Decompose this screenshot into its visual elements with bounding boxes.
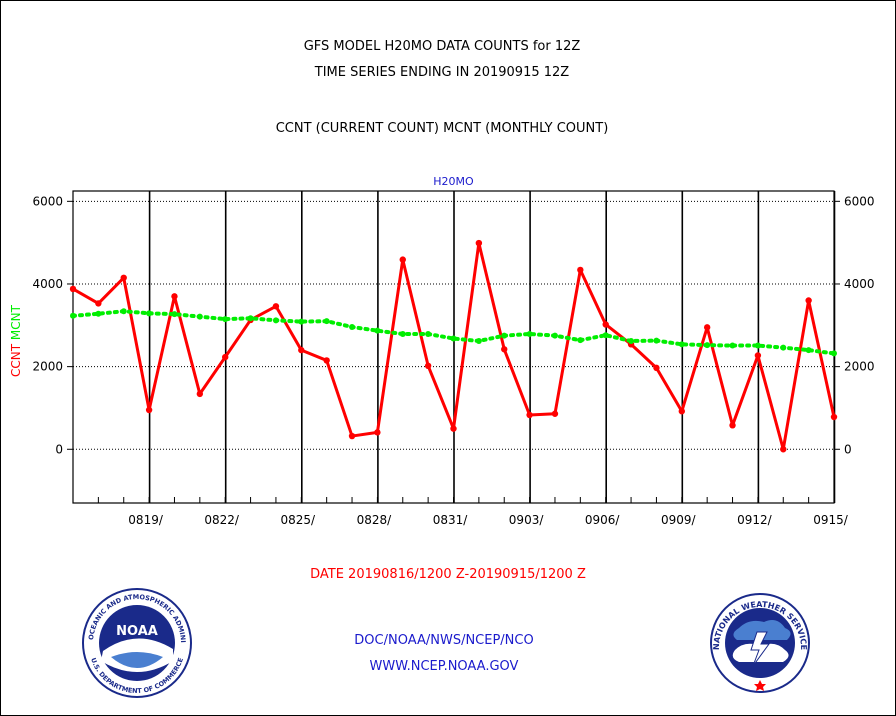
data-point-mcnt: [526, 330, 533, 337]
x-tick-label-1: 0822/: [204, 513, 240, 527]
chart-subtitle: CCNT (CURRENT COUNT) MCNT (MONTHLY COUNT…: [275, 121, 609, 136]
data-point-mcnt: [247, 315, 254, 322]
x-tick-label-8: 0912/: [737, 513, 773, 527]
y-tick-label-right-2000: 2000: [844, 360, 875, 374]
data-point-ccnt: [780, 446, 787, 453]
chart-title-line1: GFS MODEL H20MO DATA COUNTS for 12Z: [303, 39, 581, 54]
y-tick-label-right-4000: 4000: [844, 277, 875, 291]
data-point-mcnt: [729, 342, 736, 349]
data-point-ccnt: [69, 285, 77, 293]
data-point-ccnt: [703, 324, 711, 331]
credit-website: WWW.NCEP.NOAA.GOV: [369, 659, 519, 674]
data-point-ccnt: [399, 256, 406, 263]
data-point-mcnt: [349, 323, 356, 330]
data-point-ccnt: [196, 390, 204, 398]
data-point-ccnt: [475, 239, 483, 247]
y-axis-label: CCNT MCNT: [9, 304, 23, 377]
x-tick-label-5: 0903/: [509, 513, 545, 527]
data-point-ccnt: [424, 362, 432, 370]
data-point-ccnt: [348, 432, 356, 440]
y-tick-label-left-0: 0: [55, 442, 63, 456]
data-point-mcnt: [222, 316, 229, 323]
data-point-mcnt: [70, 312, 76, 319]
data-point-mcnt: [95, 310, 102, 317]
x-tick-label-0: 0819/: [128, 513, 164, 527]
data-point-mcnt: [831, 350, 837, 357]
y-tick-label-left-2000: 2000: [32, 360, 63, 374]
data-point-ccnt: [830, 413, 838, 421]
data-point-mcnt: [171, 311, 178, 318]
y-tick-label-right-0: 0: [844, 442, 852, 456]
data-point-ccnt: [678, 408, 685, 415]
x-tick-label-9: 0915/: [813, 513, 849, 527]
y-axis-label-ccnt: CCNT: [9, 340, 23, 377]
data-point-mcnt: [754, 342, 761, 349]
chart-plot-title: H20MO: [433, 175, 474, 188]
credit-organization: DOC/NOAA/NWS/NCEP/NCO: [354, 633, 534, 648]
data-point-ccnt: [754, 352, 762, 359]
data-point-ccnt: [501, 346, 508, 353]
y-tick-label-right-6000: 6000: [844, 194, 875, 208]
data-point-ccnt: [171, 293, 178, 300]
data-point-mcnt: [628, 338, 635, 345]
data-point-mcnt: [501, 332, 508, 339]
data-point-mcnt: [805, 347, 812, 354]
data-point-mcnt: [577, 337, 584, 344]
data-point-ccnt: [323, 357, 330, 364]
data-point-mcnt: [272, 317, 279, 324]
data-point-mcnt: [602, 332, 609, 339]
x-tick-label-4: 0831/: [433, 513, 469, 527]
date-range-label: DATE 20190816/1200 Z-20190915/1200 Z: [310, 567, 586, 582]
data-point-mcnt: [196, 313, 203, 320]
data-point-ccnt: [805, 297, 812, 304]
data-point-ccnt: [298, 346, 305, 354]
data-point-ccnt: [551, 410, 559, 417]
data-point-mcnt: [425, 330, 432, 337]
data-point-ccnt: [577, 266, 584, 274]
data-point-ccnt: [145, 406, 153, 414]
data-point-mcnt: [678, 341, 685, 348]
data-point-ccnt: [374, 429, 381, 436]
data-point-mcnt: [374, 327, 381, 334]
y-tick-label-left-4000: 4000: [32, 277, 63, 291]
data-point-mcnt: [704, 342, 711, 349]
data-point-mcnt: [450, 335, 457, 342]
data-point-mcnt: [653, 337, 660, 344]
chart-title-line2: TIME SERIES ENDING IN 20190915 12Z: [314, 65, 570, 80]
data-point-ccnt: [222, 353, 229, 361]
data-point-mcnt: [551, 332, 558, 339]
data-point-ccnt: [120, 274, 127, 281]
y-axis-label-mcnt: MCNT: [9, 304, 23, 340]
noaa-wordmark: NOAA: [116, 624, 158, 639]
x-tick-label-3: 0828/: [357, 513, 393, 527]
data-point-mcnt: [399, 330, 406, 337]
data-point-mcnt: [298, 318, 305, 325]
noaa-logo: NOAA NATIONAL OCEANIC AND ATMOSPHERIC AD…: [81, 587, 192, 698]
data-point-mcnt: [120, 308, 127, 315]
data-point-mcnt: [146, 310, 153, 317]
data-point-ccnt: [729, 422, 736, 429]
data-point-mcnt: [475, 338, 482, 345]
nws-logo: NATIONAL WEATHER SERVICE: [710, 593, 810, 693]
data-point-ccnt: [272, 303, 280, 310]
data-point-ccnt: [602, 321, 609, 328]
data-point-ccnt: [653, 364, 660, 372]
x-tick-label-6: 0906/: [585, 513, 621, 527]
x-tick-label-7: 0909/: [661, 513, 697, 527]
data-point-ccnt: [450, 425, 457, 432]
x-tick-label-2: 0825/: [281, 513, 317, 527]
data-point-ccnt: [526, 411, 533, 419]
data-point-mcnt: [323, 318, 330, 325]
y-tick-label-left-6000: 6000: [32, 194, 63, 208]
data-point-mcnt: [780, 344, 787, 351]
data-point-ccnt: [95, 300, 102, 307]
